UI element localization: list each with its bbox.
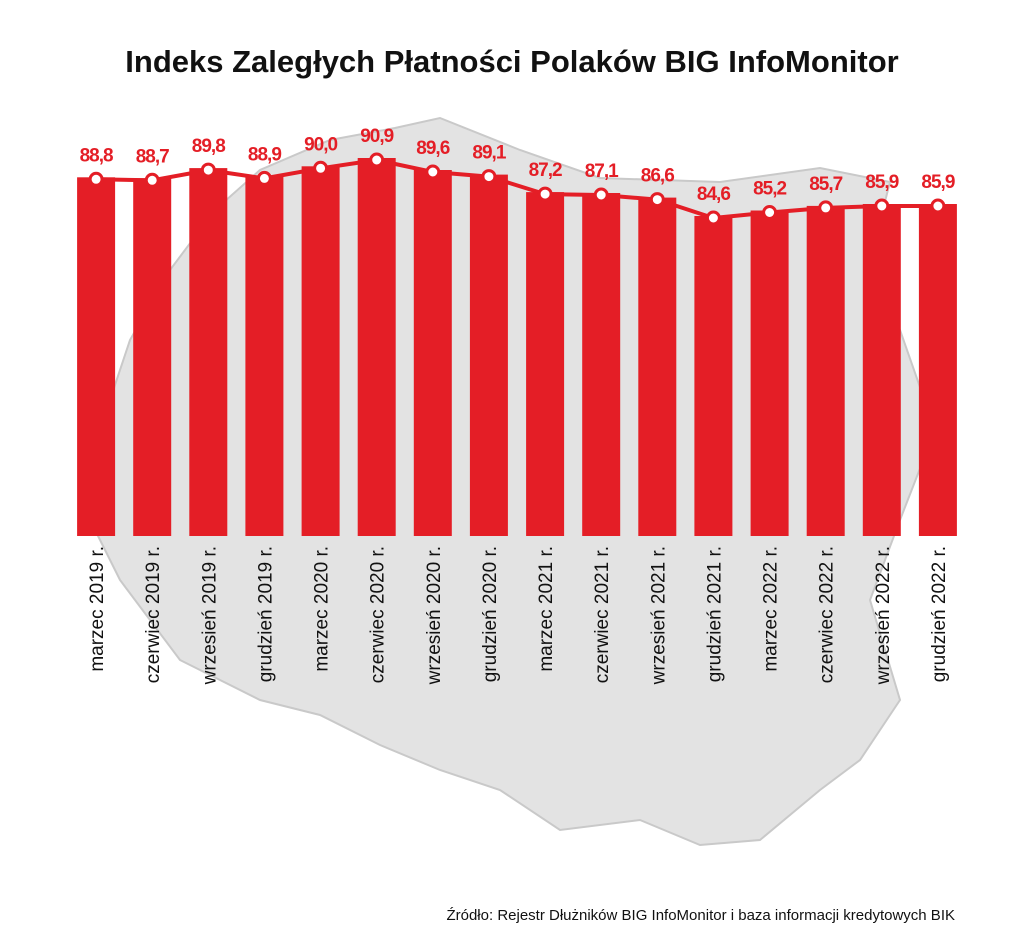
data-point-marker <box>874 198 890 214</box>
source-note: Źródło: Rejestr Dłużników BIG InfoMonito… <box>446 907 955 924</box>
data-point-marker <box>256 170 272 186</box>
data-label: 90,0 <box>304 134 337 155</box>
x-tick-label: marzec 2021 r. <box>536 546 557 672</box>
data-point-marker <box>818 200 834 216</box>
data-point-marker <box>593 187 609 203</box>
x-tick-label: grudzień 2019 r. <box>255 546 276 682</box>
data-point-marker <box>537 186 553 202</box>
data-point-marker <box>200 162 216 178</box>
data-point-marker <box>144 172 160 188</box>
data-label: 85,9 <box>921 172 954 193</box>
data-point-marker <box>481 169 497 185</box>
data-label: 88,8 <box>80 145 113 166</box>
x-tick-label: czerwiec 2021 r. <box>592 546 613 683</box>
x-tick-label: grudzień 2021 r. <box>704 546 725 682</box>
bar <box>526 192 565 536</box>
bar <box>77 177 116 537</box>
x-tick-label: czerwiec 2019 r. <box>143 546 164 683</box>
line-group <box>88 152 946 226</box>
data-label: 88,9 <box>248 144 281 165</box>
bar <box>245 176 284 536</box>
bar <box>638 197 677 536</box>
bar <box>413 170 452 536</box>
data-label: 85,7 <box>809 174 842 195</box>
data-label: 86,6 <box>641 166 674 187</box>
bar <box>918 204 957 536</box>
bar <box>469 174 508 536</box>
bar <box>806 205 845 536</box>
x-tick-label: grudzień 2020 r. <box>480 546 501 682</box>
bar <box>862 204 901 536</box>
x-tick-label: marzec 2022 r. <box>761 546 782 672</box>
x-tick-label: wrzesień 2022 r. <box>873 546 894 685</box>
x-tick-label: czerwiec 2020 r. <box>368 546 389 683</box>
data-label: 87,1 <box>585 161 619 182</box>
data-label: 89,1 <box>472 143 506 164</box>
bar <box>301 166 340 537</box>
series-line <box>96 158 938 220</box>
data-label: 89,6 <box>416 138 449 159</box>
x-tick-label: czerwiec 2022 r. <box>817 546 838 683</box>
data-label: 85,9 <box>865 172 898 193</box>
data-point-marker <box>88 171 104 187</box>
data-point-marker <box>425 164 441 180</box>
data-label: 88,7 <box>136 146 169 167</box>
x-tick-label: grudzień 2022 r. <box>929 546 950 682</box>
bars-group <box>77 158 957 537</box>
bar <box>694 216 733 536</box>
data-label: 89,8 <box>192 136 225 157</box>
x-tick-label: wrzesień 2020 r. <box>424 546 445 685</box>
bar <box>357 158 396 536</box>
x-tick-label: marzec 2019 r. <box>87 546 108 672</box>
value-labels-group: 88,8 88,7 89,8 88,9 90,0 90,9 89,6 89,1 87,2 87,1… <box>80 126 956 205</box>
bar <box>133 178 172 537</box>
data-label: 90,9 <box>360 126 393 147</box>
data-point-marker <box>369 152 385 168</box>
data-label: 87,2 <box>529 160 562 181</box>
data-point-marker <box>762 205 778 220</box>
data-point-marker <box>313 160 329 176</box>
data-point-marker <box>705 210 721 226</box>
x-tick-label: wrzesień 2019 r. <box>199 546 220 685</box>
data-label: 84,6 <box>697 184 730 205</box>
category-labels-group: marzec 2019 r. czerwiec 2019 r. wrzesień 2… <box>87 546 950 685</box>
data-point-marker <box>930 198 946 214</box>
bar <box>582 193 621 536</box>
data-point-marker <box>649 192 665 208</box>
x-tick-label: marzec 2020 r. <box>312 546 333 672</box>
chart-title: Indeks Zaległych Płatności Polaków BIG I… <box>125 44 898 79</box>
bar <box>189 168 228 536</box>
x-tick-label: wrzesień 2021 r. <box>648 546 669 685</box>
bar <box>750 210 789 536</box>
data-label: 85,2 <box>753 179 786 200</box>
